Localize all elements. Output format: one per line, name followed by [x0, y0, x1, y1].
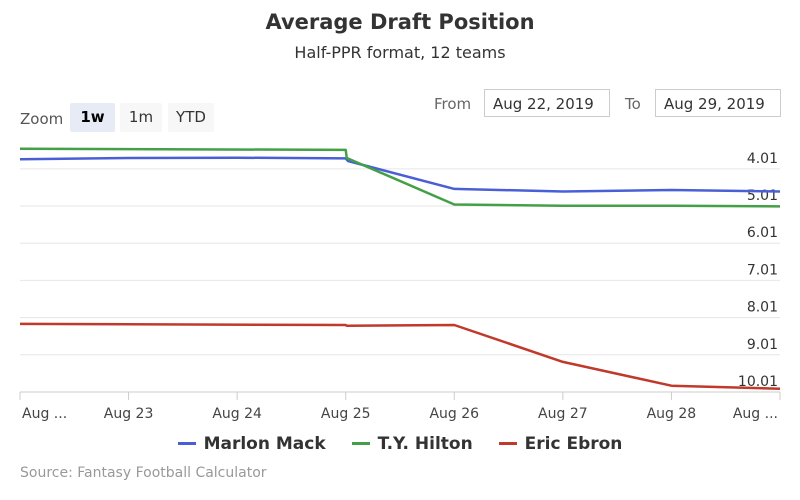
legend-item-ty-hilton[interactable]: T.Y. Hilton [351, 433, 473, 454]
zoom-1w-button[interactable]: 1w [70, 103, 115, 132]
y-tick-label: 9.01 [747, 337, 778, 353]
legend-item-eric-ebron[interactable]: Eric Ebron [498, 433, 623, 454]
x-tick-label: Aug 23 [104, 406, 154, 422]
x-tick-label: Aug 25 [321, 406, 371, 422]
series-line-eric-ebron [19, 322, 781, 390]
range-to-label: To [625, 95, 641, 113]
y-tick-label: 4.01 [747, 151, 778, 167]
range-from-input[interactable]: Aug 22, 2019 [484, 89, 610, 117]
x-tick-label: Aug ... [22, 406, 67, 422]
legend-label: Eric Ebron [524, 433, 623, 454]
x-tick-label: Aug 28 [647, 406, 697, 422]
x-axis: Aug ... Aug 23 Aug 24 Aug 25 Aug 26 Aug 27 Aug… [19, 391, 781, 422]
range-from-label: From [434, 95, 472, 113]
source-credit: Source: Fantasy Football Calculator [20, 465, 267, 481]
y-tick-label: 7.01 [747, 262, 778, 278]
chart-subtitle: Half-PPR format, 12 teams [294, 43, 506, 62]
y-tick-label: 6.01 [747, 225, 778, 241]
y-tick-label: 8.01 [747, 300, 778, 316]
chart-title: Average Draft Position [265, 10, 535, 34]
grid-lines [20, 168, 780, 393]
x-tick-label: Aug ... [733, 406, 778, 422]
legend-swatch [498, 442, 517, 445]
zoom-1m-button[interactable]: 1m [120, 103, 162, 132]
legend-swatch [351, 442, 370, 445]
zoom-label: Zoom [20, 110, 64, 128]
y-tick-label: 10.01 [738, 374, 778, 390]
legend-item-marlon-mack[interactable]: Marlon Mack [177, 433, 326, 454]
zoom-ytd-button[interactable]: YTD [168, 103, 214, 132]
series-line-marlon-mack [19, 156, 781, 193]
x-tick-label: Aug 27 [538, 406, 588, 422]
series-line-t-y-hilton [19, 147, 781, 208]
x-tick-label: Aug 24 [212, 406, 262, 422]
legend-label: T.Y. Hilton [377, 433, 473, 454]
range-to-input[interactable]: Aug 29, 2019 [655, 89, 781, 117]
x-tick-label: Aug 26 [429, 406, 479, 422]
legend-swatch [177, 442, 196, 445]
legend: Marlon Mack T.Y. Hilton Eric Ebron [0, 430, 800, 454]
legend-label: Marlon Mack [203, 433, 326, 454]
series-lines [19, 147, 781, 390]
